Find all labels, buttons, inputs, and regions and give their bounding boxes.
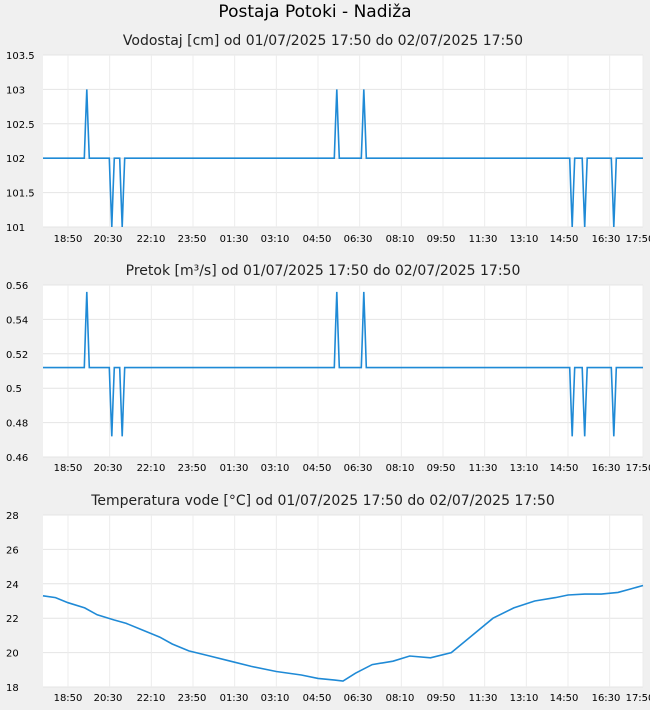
y-tick-label: 0.46 bbox=[6, 453, 28, 464]
chart-title: Vodostaj [cm] od 01/07/2025 17:50 do 02/… bbox=[123, 33, 523, 49]
x-tick-label: 20:30 bbox=[94, 463, 123, 474]
x-tick-label: 01:30 bbox=[220, 463, 249, 474]
x-tick-label: 16:30 bbox=[592, 463, 621, 474]
y-tick-label: 20 bbox=[6, 649, 19, 660]
y-tick-label: 102 bbox=[6, 154, 25, 165]
y-tick-label: 0.56 bbox=[6, 281, 28, 292]
series-line bbox=[43, 291, 643, 437]
x-tick-label: 04:50 bbox=[303, 463, 332, 474]
x-tick-label: 08:10 bbox=[386, 693, 415, 704]
x-tick-label: 13:10 bbox=[510, 693, 539, 704]
x-tick-label: 08:10 bbox=[386, 463, 415, 474]
x-tick-label: 01:30 bbox=[220, 693, 249, 704]
y-tick-label: 102.5 bbox=[6, 120, 35, 131]
x-tick-label: 03:10 bbox=[261, 234, 290, 245]
x-tick-label: 16:30 bbox=[592, 234, 621, 245]
plot-area bbox=[43, 515, 643, 687]
x-tick-label: 06:30 bbox=[344, 234, 373, 245]
x-tick-label: 16:30 bbox=[592, 693, 621, 704]
x-tick-label: 20:30 bbox=[94, 693, 123, 704]
x-tick-label: 08:10 bbox=[386, 234, 415, 245]
x-tick-label: 18:50 bbox=[54, 693, 83, 704]
x-tick-label: 03:10 bbox=[261, 693, 290, 704]
y-tick-label: 103.5 bbox=[6, 51, 35, 62]
series-line bbox=[42, 584, 644, 682]
x-tick-label: 17:50 bbox=[626, 234, 650, 245]
y-tick-label: 101 bbox=[6, 223, 25, 234]
x-tick-label: 20:30 bbox=[94, 234, 123, 245]
x-tick-label: 23:50 bbox=[178, 463, 207, 474]
x-tick-label: 09:50 bbox=[427, 463, 456, 474]
y-tick-label: 101.5 bbox=[6, 189, 35, 200]
x-tick-label: 03:10 bbox=[261, 463, 290, 474]
x-tick-label: 11:30 bbox=[469, 463, 498, 474]
x-tick-label: 17:50 bbox=[626, 693, 650, 704]
chart-panel-0: Vodostaj [cm] od 01/07/2025 17:50 do 02/… bbox=[6, 33, 650, 245]
x-tick-label: 01:30 bbox=[220, 234, 249, 245]
x-tick-label: 13:10 bbox=[510, 234, 539, 245]
y-tick-label: 28 bbox=[6, 511, 19, 522]
y-tick-label: 18 bbox=[6, 683, 19, 694]
chart-title: Pretok [m³/s] od 01/07/2025 17:50 do 02/… bbox=[126, 263, 521, 279]
x-tick-label: 14:50 bbox=[550, 693, 579, 704]
x-tick-label: 06:30 bbox=[344, 693, 373, 704]
x-tick-label: 18:50 bbox=[54, 463, 83, 474]
y-tick-label: 0.52 bbox=[6, 350, 28, 361]
chart-panel-2: Temperatura vode [°C] od 01/07/2025 17:5… bbox=[6, 493, 650, 704]
y-tick-label: 0.48 bbox=[6, 419, 28, 430]
x-tick-label: 14:50 bbox=[550, 463, 579, 474]
y-tick-label: 103 bbox=[6, 85, 25, 96]
x-tick-label: 13:10 bbox=[510, 463, 539, 474]
x-tick-label: 11:30 bbox=[469, 693, 498, 704]
x-tick-label: 14:50 bbox=[550, 234, 579, 245]
y-tick-label: 0.5 bbox=[6, 384, 22, 395]
chart-panel-1: Pretok [m³/s] od 01/07/2025 17:50 do 02/… bbox=[6, 263, 650, 474]
y-tick-label: 22 bbox=[6, 614, 19, 625]
chart-title: Temperatura vode [°C] od 01/07/2025 17:5… bbox=[90, 493, 555, 509]
plot-area bbox=[43, 285, 643, 457]
x-tick-label: 06:30 bbox=[344, 463, 373, 474]
x-tick-label: 22:10 bbox=[137, 463, 166, 474]
x-tick-label: 11:30 bbox=[469, 234, 498, 245]
x-tick-label: 23:50 bbox=[178, 234, 207, 245]
plot-area bbox=[43, 55, 643, 227]
x-tick-label: 18:50 bbox=[54, 234, 83, 245]
x-tick-label: 22:10 bbox=[137, 693, 166, 704]
series-line bbox=[43, 89, 643, 228]
x-tick-label: 09:50 bbox=[427, 234, 456, 245]
y-tick-label: 0.54 bbox=[6, 315, 28, 326]
y-tick-label: 24 bbox=[6, 580, 19, 591]
x-tick-label: 17:50 bbox=[626, 463, 650, 474]
x-tick-label: 22:10 bbox=[137, 234, 166, 245]
x-tick-label: 09:50 bbox=[427, 693, 456, 704]
x-tick-label: 04:50 bbox=[303, 234, 332, 245]
x-tick-label: 04:50 bbox=[303, 693, 332, 704]
x-tick-label: 23:50 bbox=[178, 693, 207, 704]
y-tick-label: 26 bbox=[6, 545, 19, 556]
page-title: Postaja Potoki - Nadiža bbox=[218, 2, 412, 22]
